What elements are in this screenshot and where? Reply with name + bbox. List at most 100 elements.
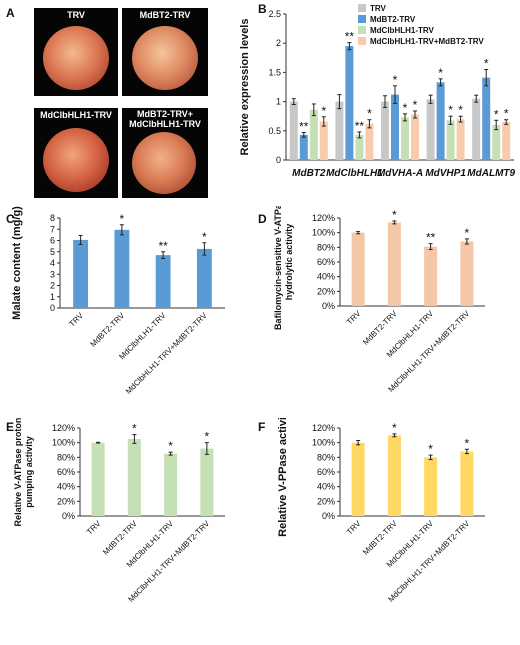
bar <box>387 435 401 516</box>
y-tick-label: 40% <box>317 482 335 492</box>
y-tick-label: 0% <box>322 511 335 521</box>
x-tick-label: MdBT2-TRV <box>101 519 139 557</box>
y-tick-label: 1.5 <box>268 67 281 77</box>
apple-fruit-image <box>132 26 198 90</box>
y-tick-label: 40% <box>57 482 75 492</box>
y-tick-label: 5 <box>50 247 55 257</box>
significance-mark: * <box>392 208 397 222</box>
significance-mark: * <box>465 226 470 240</box>
chart-panel-d: 0% 20% 40% 60% 80% 100% 120% Bafilomycin-sensit… <box>260 194 520 411</box>
bar <box>335 101 344 160</box>
bar <box>351 232 365 306</box>
y-tick-label: 60% <box>57 467 75 477</box>
bar <box>164 453 178 516</box>
photo-caption: MdBT2-TRV <box>139 10 191 20</box>
significance-mark: * <box>205 430 210 444</box>
bar <box>426 99 435 160</box>
apple-fruit-image <box>43 128 109 192</box>
photo-mdbt2-trv: MdBT2-TRV <box>122 8 208 96</box>
x-tick-label: TRV <box>345 309 363 327</box>
bar <box>319 121 328 160</box>
bar <box>424 246 438 306</box>
significance-mark: * <box>428 442 433 456</box>
x-tick-label: MdClbHLH1-TRV+MdBT2-TRV <box>386 519 471 604</box>
bar <box>456 119 465 160</box>
significance-mark: * <box>403 101 408 115</box>
significance-mark: * <box>120 212 125 226</box>
y-tick-label: 2.5 <box>268 9 281 19</box>
y-tick-label: 0 <box>276 155 281 165</box>
x-tick-label: MdClbHLH1 <box>326 168 383 179</box>
bar <box>355 134 364 160</box>
y-tick-label: 120% <box>52 423 75 433</box>
significance-mark: * <box>494 107 499 121</box>
legend-swatch <box>358 26 366 34</box>
legend-label: MdBT2-TRV <box>370 15 416 24</box>
bar <box>460 451 474 516</box>
legend-label: TRV <box>370 4 387 13</box>
v-ppase-activity-chart: 0% 20% 40% 60% 80% 100% 120% Relative V-PPase a… <box>277 406 485 604</box>
panel-label-f: F <box>258 420 266 434</box>
y-tick-label: 6 <box>50 236 55 246</box>
x-tick-label: TRV <box>85 519 103 537</box>
y-tick-label: 20% <box>317 496 335 506</box>
y-tick-label: 100% <box>312 228 335 238</box>
panel-label-a: A <box>6 6 15 20</box>
chart-panel-c: 0 1 2 3 4 5 6 7 8 Malate content (mg/g) TRV * MdBT2-… <box>0 206 260 411</box>
bar <box>472 98 481 160</box>
significance-mark: ** <box>426 231 436 245</box>
y-tick-label: 4 <box>50 258 55 268</box>
significance-mark: * <box>504 107 509 121</box>
panel-label-b: B <box>258 2 267 16</box>
panel-label-e: E <box>6 420 15 434</box>
y-tick-label: 100% <box>52 438 75 448</box>
bar <box>391 94 399 160</box>
legend-label: MdClbHLH1-TRV+MdBT2-TRV <box>370 37 484 46</box>
bar <box>155 255 171 308</box>
bar <box>502 122 511 160</box>
x-tick-label: MdClbHLH1-TRV+MdBT2-TRV <box>126 519 211 604</box>
x-tick-label: MdVHA-A <box>377 168 423 179</box>
significance-mark: ** <box>299 120 309 134</box>
legend-label: MdClbHLH1-TRV <box>370 26 435 35</box>
x-tick-label: MdBT2-TRV <box>89 311 127 349</box>
significance-mark: * <box>413 98 418 112</box>
x-tick-label: MdClbHLH1-TRV+MdBT2-TRV <box>124 311 209 396</box>
y-tick-label: 120% <box>312 213 335 223</box>
significance-mark: ** <box>355 119 365 133</box>
y-tick-label: 8 <box>50 213 55 223</box>
photo-caption: TRV <box>67 10 85 20</box>
y-tick-label: 80% <box>317 452 335 462</box>
bar <box>460 241 474 306</box>
significance-mark: * <box>458 103 463 117</box>
significance-mark: * <box>168 439 173 453</box>
chart-panel-e: 0% 20% 40% 60% 80% 100% 120% Relative V-ATPase … <box>0 418 260 640</box>
photo-caption: MdBT2-TRV+ MdClbHLH1-TRV <box>129 109 201 129</box>
panel-label-c: C <box>6 212 15 226</box>
bar <box>424 457 438 516</box>
y-axis-label: Malate content (mg/g) <box>11 206 23 320</box>
apple-fruit-image <box>132 132 196 194</box>
bar <box>411 114 419 160</box>
y-tick-label: 7 <box>50 224 55 234</box>
y-axis-label: Relative V-ATPase proton <box>13 418 23 526</box>
y-tick-label: 2 <box>50 281 55 291</box>
legend-swatch <box>358 37 366 45</box>
x-tick-label: MdVHP1 <box>425 168 466 179</box>
bar <box>381 101 389 160</box>
significance-mark: * <box>448 103 453 117</box>
legend-swatch <box>358 15 366 23</box>
bar <box>482 77 491 160</box>
bar <box>345 46 354 161</box>
photo-caption: MdClbHLH1-TRV <box>40 110 112 120</box>
x-tick-label: MdBT2 <box>292 168 326 179</box>
significance-mark: * <box>465 436 470 450</box>
apple-fruit-image <box>43 26 109 90</box>
v-atpase-hydrolytic-chart: 0% 20% 40% 60% 80% 100% 120% Bafilomycin-sensit… <box>273 194 485 394</box>
y-tick-label: 0 <box>50 303 55 313</box>
significance-mark: * <box>393 73 398 87</box>
x-tick-label: TRV <box>345 519 363 537</box>
y-axis-label: Relative expression levels <box>239 19 251 156</box>
y-tick-label: 3 <box>50 269 55 279</box>
